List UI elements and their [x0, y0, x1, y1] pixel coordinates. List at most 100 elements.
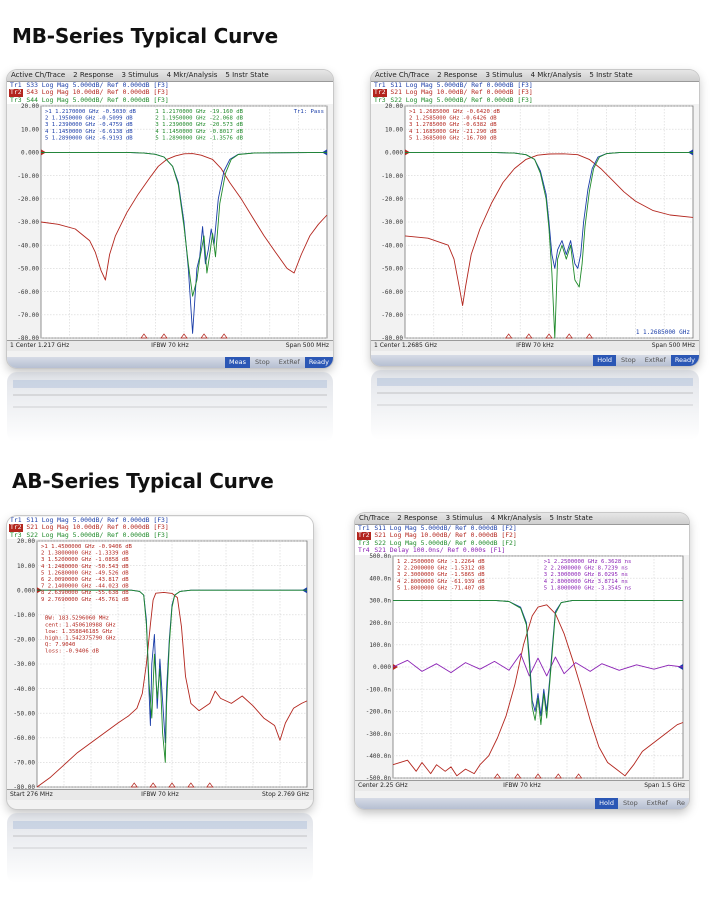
state-indicator[interactable]: Ready [304, 357, 333, 368]
marker-readout: >1 1.4500000 GHz -0.9406 dB [41, 544, 133, 550]
trace-text: S43 Log Mag 10.00dB/ Ref 0.000dB [F3] [22, 88, 169, 97]
state-indicator[interactable]: Stop [622, 799, 638, 807]
state-indicator[interactable]: ExtRef [278, 358, 300, 366]
state-indicator[interactable]: Hold [595, 798, 618, 809]
status-bar: Start 276 MHz IFBW 70 kHz Stop 2.769 GHz [7, 789, 313, 800]
trace-line[interactable]: Tr3 S22 Log Mag 5.000dB/ Ref 0.000dB [F2… [355, 538, 689, 547]
trace-line[interactable]: Tr2 S21 Log Mag 10.00dB/ Ref 0.000dB [F3… [7, 523, 313, 532]
stimulus-marker [200, 333, 208, 339]
y-tick-label: -30.00 [381, 219, 403, 226]
state-indicator[interactable]: Meas [225, 357, 251, 368]
menu-item[interactable]: 5 Instr State [589, 71, 633, 79]
trace-label: Tr1 [10, 516, 22, 524]
trace-line[interactable]: Tr4 S21 Delay 100.0ns/ Ref 0.000s [F1] [355, 546, 689, 554]
marker-readout: 5 1.2890000 GHz -6.9193 dB [45, 135, 133, 141]
trace-line[interactable]: Tr1 S11 Log Mag 5.000dB/ Ref 0.000dB [F3… [7, 516, 313, 524]
stimulus-marker [187, 782, 195, 788]
trace-line[interactable]: Tr1 S11 Log Mag 5.000dB/ Ref 0.000dB [F2… [355, 524, 689, 532]
status-right: Span 500 MHz [651, 342, 695, 349]
menu-item[interactable]: Ch/Trace [359, 514, 390, 522]
trace-label: Tr3 [10, 95, 22, 104]
trace-label: Tr1 [358, 524, 370, 532]
series-line [41, 151, 328, 297]
state-indicator[interactable]: ExtRef [644, 356, 666, 364]
instrument-state-bar: Hold Stop ExtRef Ready [371, 355, 699, 366]
marker-readout: 4 1.1450000 GHz -0.8017 dB [155, 129, 243, 135]
y-tick-label: -10.00 [17, 173, 39, 180]
y-tick-label: 200.0n [369, 620, 391, 627]
menu-item[interactable]: 4 Mkr/Analysis [166, 71, 218, 79]
trace-text: S11 Log Mag 5.000dB/ Ref 0.000dB [F2] [370, 524, 517, 532]
menu-item[interactable]: 5 Instr State [549, 514, 593, 522]
menu-item[interactable]: 3 Stimulus [445, 514, 483, 522]
trace-text: S11 Log Mag 5.000dB/ Ref 0.000dB [F3] [386, 81, 533, 89]
state-indicator[interactable]: Hold [593, 355, 617, 366]
stimulus-marker [160, 333, 168, 339]
y-tick-label: -400.0n [366, 753, 392, 760]
status-bar: 1 Center 1.217 GHz IFBW 70 kHz Span 500 MH… [7, 340, 333, 351]
state-indicator[interactable]: Stop [621, 356, 636, 364]
mb-section-title: MB-Series Typical Curve [12, 24, 278, 48]
bandwidth-stats: cent: 1.450610988 GHz [45, 622, 116, 628]
menu-item[interactable]: 4 Mkr/Analysis [530, 71, 582, 79]
series-line [392, 604, 684, 777]
series-line [393, 599, 683, 717]
trace-text: S22 Log Mag 5.000dB/ Ref 0.000dB [F2] [370, 538, 517, 547]
menu-item[interactable]: 4 Mkr/Analysis [490, 514, 542, 522]
y-tick-label: -40.00 [381, 242, 403, 249]
stimulus-marker [513, 773, 522, 779]
marker-readout: 8 2.6390000 GHz -55.638 dB [41, 590, 129, 596]
trace-line[interactable]: Tr1 S33 Log Mag 5.000dB/ Ref 0.000dB [F3… [7, 81, 333, 89]
menu-item[interactable]: 3 Stimulus [485, 71, 523, 79]
instrument-state-bar: Hold Stop ExtRef Re [355, 798, 689, 809]
y-tick-label: -70.00 [381, 312, 403, 319]
trace-line[interactable]: Tr2 S21 Log Mag 10.00dB/ Ref 0.000dB [F3… [371, 88, 699, 97]
marker-readout: 5 1.8000000 GHz -3.3545 ns [544, 585, 632, 591]
y-tick-label: 20.00 [385, 103, 403, 110]
marker-readout: 1 1.2170000 GHz -19.160 dB [155, 109, 243, 115]
bandwidth-stats: loss: -0.9406 dB [45, 649, 100, 655]
instrument-state-bar: Meas Stop ExtRef Ready [7, 357, 333, 368]
y-tick-label: 10.00 [385, 126, 403, 133]
trace-header: Tr1 S33 Log Mag 5.000dB/ Ref 0.000dB [F3… [7, 81, 333, 105]
y-tick-label: -50.00 [13, 710, 35, 717]
y-tick-label: -500.0n [366, 775, 392, 782]
y-tick-label: -60.00 [381, 289, 403, 296]
status-center: IFBW 70 kHz [151, 342, 189, 349]
state-indicator[interactable]: Re [676, 799, 685, 807]
state-indicator[interactable]: Stop [255, 358, 270, 366]
marker-readout: 3 2.3000000 GHz -1.5865 dB [397, 572, 485, 578]
trace-line[interactable]: Tr3 S22 Log Mag 5.000dB/ Ref 0.000dB [F3… [371, 95, 699, 104]
menu-item[interactable]: 2 Response [437, 71, 478, 79]
stimulus-marker [534, 773, 542, 779]
menu-item[interactable]: 3 Stimulus [121, 71, 159, 79]
trace-label: Tr2 [373, 88, 387, 97]
trace-line[interactable]: Tr1 S11 Log Mag 5.000dB/ Ref 0.000dB [F3… [371, 81, 699, 89]
trace-label: Tr2 [9, 523, 23, 532]
mb-right-analyzer-panel: Active Ch/Trace 2 Response 3 Stimulus 4 Mkr… [371, 70, 699, 366]
status-right: Span 500 MHz [285, 342, 329, 349]
marker-readout: 2 1.1950000 GHz -0.5099 dB [45, 116, 133, 122]
y-tick-label: 400.0n [369, 575, 391, 582]
trace-line[interactable]: Tr2 S21 Log Mag 10.00dB/ Ref 0.000dB [F2… [355, 531, 689, 540]
trace-line[interactable]: Tr3 S22 Log Mag 5.000dB/ Ref 0.000dB [F3… [7, 531, 313, 539]
trace-text: S22 Log Mag 5.000dB/ Ref 0.000dB [F3] [386, 95, 533, 104]
trace-line[interactable]: Tr3 S44 Log Mag 5.000dB/ Ref 0.000dB [F3… [7, 95, 333, 104]
ab-left-reflection [7, 813, 313, 883]
marker-readout: 5 1.2680000 GHz -49.526 dB [41, 570, 129, 576]
trace-line[interactable]: Tr2 S43 Log Mag 10.00dB/ Ref 0.000dB [F3… [7, 88, 333, 97]
menu-item[interactable]: 2 Response [397, 514, 438, 522]
menu-item[interactable]: Active Ch/Trace [375, 71, 430, 79]
state-indicator[interactable]: ExtRef [646, 799, 668, 807]
pass-label: Tr1: Pass [294, 109, 324, 115]
active-marker-label: 1 1.2685000 GHz [636, 329, 691, 336]
trace-header: Tr1 S11 Log Mag 5.000dB/ Ref 0.000dB [F3… [7, 516, 313, 540]
series-line [40, 153, 328, 281]
menu-item[interactable]: Active Ch/Trace [11, 71, 66, 79]
trace-label: Tr2 [357, 531, 371, 540]
status-left: 1 Center 1.217 GHz [10, 342, 70, 349]
state-indicator[interactable]: Ready [670, 355, 699, 366]
y-tick-label: -80.00 [17, 335, 39, 342]
menu-item[interactable]: 5 Instr State [225, 71, 269, 79]
menu-item[interactable]: 2 Response [73, 71, 114, 79]
